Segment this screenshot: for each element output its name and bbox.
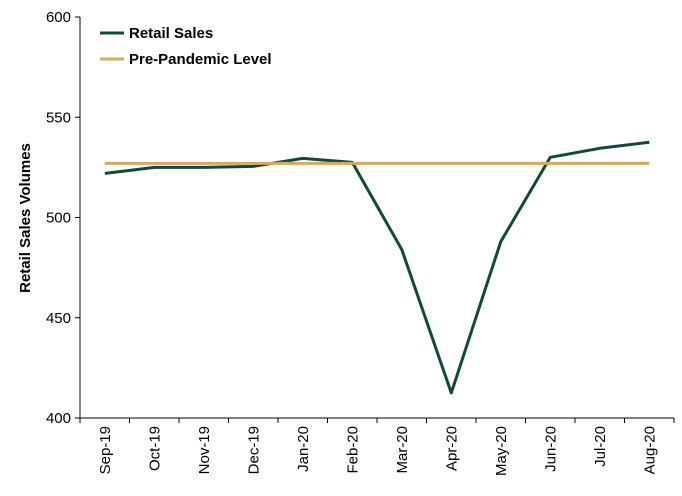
- x-tick-label: Apr-20: [443, 426, 460, 471]
- legend-label: Retail Sales: [129, 25, 213, 42]
- y-axis: 400 450 500 550 600: [46, 9, 81, 427]
- y-tick-label: 400: [46, 410, 71, 427]
- x-tick-label: Jul-20: [592, 426, 609, 467]
- y-axis-title: Retail Sales Volumes: [17, 143, 34, 293]
- x-tick-label: Sep-19: [97, 426, 114, 474]
- x-tick-label: Jan-20: [295, 426, 312, 472]
- x-tick-label: Feb-20: [344, 426, 361, 474]
- x-tick-label: Dec-19: [245, 426, 262, 474]
- y-tick-label: 500: [46, 210, 71, 227]
- x-axis: Sep-19 Oct-19 Nov-19 Dec-19 Jan-20 Feb-20 Mar-…: [79, 417, 675, 476]
- x-tick-label: Aug-20: [641, 426, 658, 474]
- series-line-0: [104, 140, 650, 395]
- x-tick-label: Mar-20: [394, 426, 411, 474]
- x-tick-label: May-20: [493, 426, 510, 476]
- y-tick-label: 450: [46, 310, 71, 327]
- x-tick-label: Jun-20: [542, 426, 559, 472]
- y-tick-label: 600: [46, 9, 71, 26]
- x-tick-label: Nov-19: [196, 426, 213, 474]
- series-layer: [104, 140, 650, 395]
- legend: Retail Sales Pre-Pandemic Level: [100, 25, 272, 68]
- legend-label: Pre-Pandemic Level: [129, 51, 272, 68]
- x-tick-label: Oct-19: [146, 426, 163, 471]
- y-tick-label: 550: [46, 109, 71, 126]
